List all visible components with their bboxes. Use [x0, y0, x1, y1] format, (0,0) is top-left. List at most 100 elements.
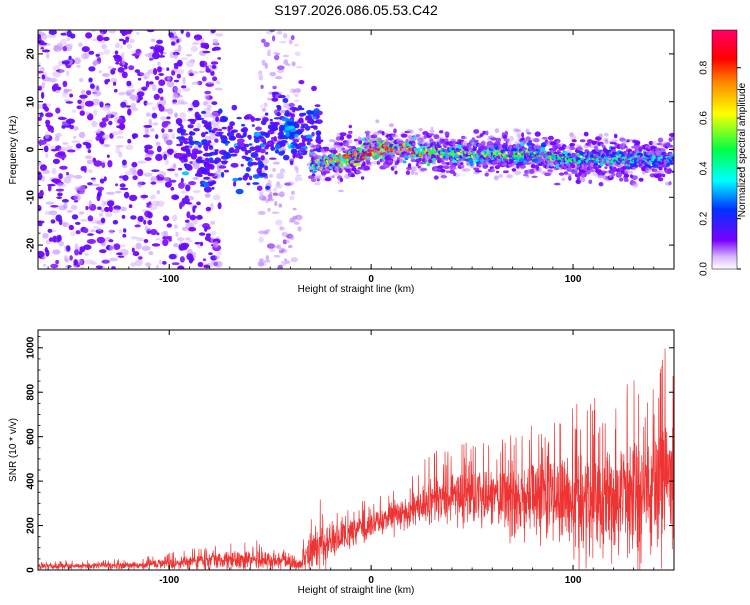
spectrogram-noise-cell — [215, 170, 223, 178]
spectrogram-noise-cell — [213, 41, 219, 45]
spectrogram-noise-cell — [150, 176, 158, 181]
spectrogram-burst-cell — [285, 132, 290, 138]
spectrogram-noise-cell — [174, 53, 178, 59]
spectrogram-noise-cell — [163, 135, 168, 143]
spectrogram-noise-cell — [44, 106, 49, 112]
spectrogram-noise-cell — [55, 89, 60, 94]
spectrogram-noise-cell — [156, 39, 164, 44]
spectrogram-transition-cell — [250, 116, 256, 122]
spectrogram-noise-cell — [101, 259, 110, 264]
spectrogram-noise-cell — [181, 85, 187, 89]
spectrogram-transition-cell — [183, 140, 189, 145]
spectrogram-transition-cell — [265, 151, 269, 155]
spectrogram-noise-cell — [55, 107, 61, 114]
spectrogram-ridge-halo — [506, 174, 513, 179]
spectrogram-ridge-halo — [561, 177, 566, 181]
spectrogram-ridge-halo — [563, 171, 568, 175]
spectrogram-ridge-halo — [392, 164, 397, 168]
spectrogram-noise-cell — [62, 46, 67, 52]
spectrogram-noise-cell — [107, 30, 117, 34]
spectrogram-noise-cell — [120, 244, 126, 248]
snr-ytick-label: 400 — [26, 472, 37, 489]
spectrogram-noise-cell — [294, 93, 299, 98]
spectrogram-ridge-halo — [598, 133, 603, 139]
spectrogram-transition-cell — [201, 119, 206, 124]
spectrogram-noise-cell — [296, 176, 303, 181]
spectrogram-transition-cell — [180, 146, 189, 152]
spectrogram-ridge-halo — [611, 139, 618, 143]
spectrogram-transition-cell — [290, 113, 295, 118]
spectrogram-noise-cell — [89, 83, 95, 89]
colorbar-tick-label: 0.2 — [699, 211, 710, 225]
spectrogram-transition-cell — [251, 124, 255, 127]
spectrogram-ridge-halo — [534, 131, 541, 137]
spectrogram-noise-cell — [267, 97, 271, 101]
spectrogram-noise-cell — [283, 33, 288, 39]
spectrogram-noise-cell — [45, 153, 49, 159]
spectrogram-transition-cell — [292, 110, 296, 113]
spectrogram-transition-cell — [230, 153, 238, 157]
spectrogram-noise-cell — [179, 112, 187, 119]
spectrogram-ridge-halo — [521, 138, 525, 141]
spectrogram-noise-cell — [88, 50, 95, 55]
spectrogram-ridge-halo — [471, 137, 475, 140]
spectrogram-noise-cell — [148, 118, 152, 126]
spectrogram-transition-cell — [260, 172, 268, 177]
spectrogram-ytick-label: -10 — [26, 190, 37, 205]
spectrogram-noise-cell — [81, 46, 90, 53]
spectrogram-noise-cell — [267, 179, 272, 185]
spectrogram-noise-cell — [75, 143, 82, 149]
spectrogram-transition-cell — [237, 138, 245, 143]
spectrogram-noise-cell — [212, 76, 218, 82]
spectrogram-noise-cell — [87, 149, 92, 154]
spectrogram-noise-cell — [106, 154, 110, 158]
spectrogram-ridge-halo — [463, 142, 468, 148]
spectrogram-noise-cell — [38, 42, 48, 46]
spectrogram-transition-cell — [258, 164, 263, 170]
spectrogram-noise-cell — [147, 219, 153, 226]
spectrogram-ridge-halo — [498, 174, 503, 178]
spectrogram-noise-cell — [185, 31, 191, 38]
spectrogram-noise-cell — [131, 247, 135, 253]
spectrogram-noise-cell — [258, 70, 263, 75]
spectrogram-noise-cell — [153, 68, 158, 75]
spectrogram-ridge-halo — [346, 139, 353, 145]
spectrogram-noise-cell — [79, 77, 84, 83]
spectrogram-ridge-halo — [579, 139, 586, 143]
spectrogram-noise-cell — [206, 81, 215, 84]
spectrogram-noise-cell — [178, 182, 185, 189]
spectrogram-noise-cell — [276, 244, 282, 250]
spectrogram-noise-cell — [215, 255, 220, 260]
spectrogram-noise-cell — [126, 80, 132, 87]
spectrogram-noise-cell — [38, 171, 42, 178]
spectrogram-noise-cell — [192, 190, 201, 194]
spectrogram-ridge-halo — [356, 169, 361, 174]
spectrogram-noise-cell — [150, 194, 157, 198]
spectrogram-noise-cell — [269, 248, 276, 252]
spectrogram-noise-cell — [106, 191, 116, 195]
spectrogram-noise-cell — [290, 35, 295, 41]
spectrogram-ridge-cell — [402, 160, 407, 164]
spectrogram-ridge-halo — [474, 139, 479, 143]
spectrogram-noise-cell — [191, 42, 201, 45]
spectrogram-noise-cell — [73, 135, 77, 140]
spectrogram-ridge-halo — [624, 178, 629, 182]
spectrogram-noise-cell — [113, 81, 117, 86]
colorbar-tick-label: 0.0 — [699, 262, 710, 276]
spectrogram-noise-cell — [185, 219, 190, 223]
spectrogram-noise-cell — [74, 57, 81, 65]
spectrogram-transition-cell — [240, 163, 244, 167]
spectrogram-noise-cell — [134, 224, 141, 228]
spectrogram-noise-cell — [272, 35, 276, 42]
spectrogram-transition-cell — [218, 128, 223, 132]
spectrogram-noise-cell — [200, 37, 205, 44]
spectrogram-transition-cell — [240, 128, 247, 133]
spectrogram-noise-cell — [93, 59, 98, 66]
spectrogram-noise-cell — [95, 53, 100, 57]
spectrogram-ridge-halo — [661, 173, 666, 178]
spectrogram-noise-cell — [59, 69, 66, 73]
spectrogram-ridge-halo — [377, 130, 384, 134]
spectrogram-noise-cell — [211, 260, 215, 264]
spectrogram-noise-cell — [118, 91, 126, 96]
spectrogram-transition-cell — [311, 85, 317, 92]
